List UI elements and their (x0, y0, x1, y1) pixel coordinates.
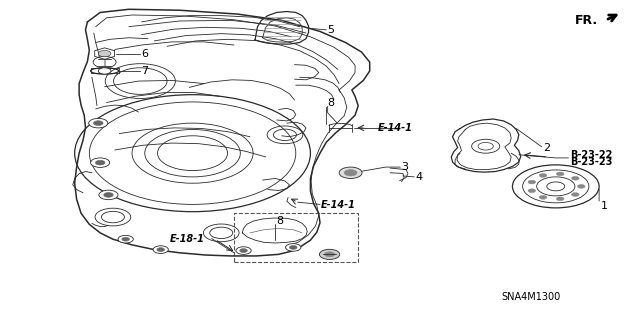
Circle shape (540, 174, 547, 177)
Circle shape (528, 180, 536, 184)
Circle shape (236, 247, 251, 254)
Circle shape (118, 235, 133, 243)
Circle shape (478, 142, 493, 150)
Circle shape (289, 246, 297, 249)
Text: 3: 3 (401, 162, 408, 172)
Circle shape (99, 50, 111, 57)
Circle shape (99, 190, 118, 200)
Text: 6: 6 (141, 48, 148, 59)
Circle shape (122, 237, 129, 241)
Text: SNA4M1300: SNA4M1300 (502, 292, 561, 302)
Circle shape (93, 121, 103, 125)
Circle shape (93, 56, 116, 68)
Circle shape (91, 158, 109, 167)
Circle shape (324, 252, 335, 257)
Text: B-23-22: B-23-22 (570, 150, 612, 160)
Circle shape (572, 176, 579, 180)
Text: 5: 5 (328, 25, 335, 35)
Circle shape (344, 170, 357, 176)
Circle shape (95, 160, 105, 165)
Circle shape (472, 139, 500, 153)
Circle shape (572, 193, 579, 197)
Text: 8: 8 (276, 216, 284, 226)
Circle shape (157, 248, 164, 251)
Text: E-14-1: E-14-1 (378, 123, 412, 133)
Bar (234, 213, 358, 262)
Circle shape (285, 244, 301, 251)
Circle shape (339, 167, 362, 178)
Text: 2: 2 (543, 144, 550, 153)
Text: 7: 7 (141, 66, 148, 76)
Text: E-18-1: E-18-1 (170, 234, 205, 243)
Circle shape (104, 193, 113, 197)
Text: 1: 1 (600, 201, 607, 211)
Circle shape (540, 196, 547, 199)
Circle shape (89, 118, 108, 128)
Text: FR.: FR. (575, 14, 598, 27)
Circle shape (240, 249, 247, 252)
Text: B-23-23: B-23-23 (570, 157, 612, 167)
Text: 8: 8 (328, 98, 335, 108)
Circle shape (577, 184, 585, 188)
Circle shape (99, 68, 111, 74)
Circle shape (153, 246, 168, 253)
Circle shape (528, 189, 536, 193)
Text: 4: 4 (415, 172, 422, 182)
Circle shape (556, 197, 564, 201)
Circle shape (556, 172, 564, 176)
Text: E-14-1: E-14-1 (321, 200, 356, 210)
Circle shape (319, 249, 340, 259)
